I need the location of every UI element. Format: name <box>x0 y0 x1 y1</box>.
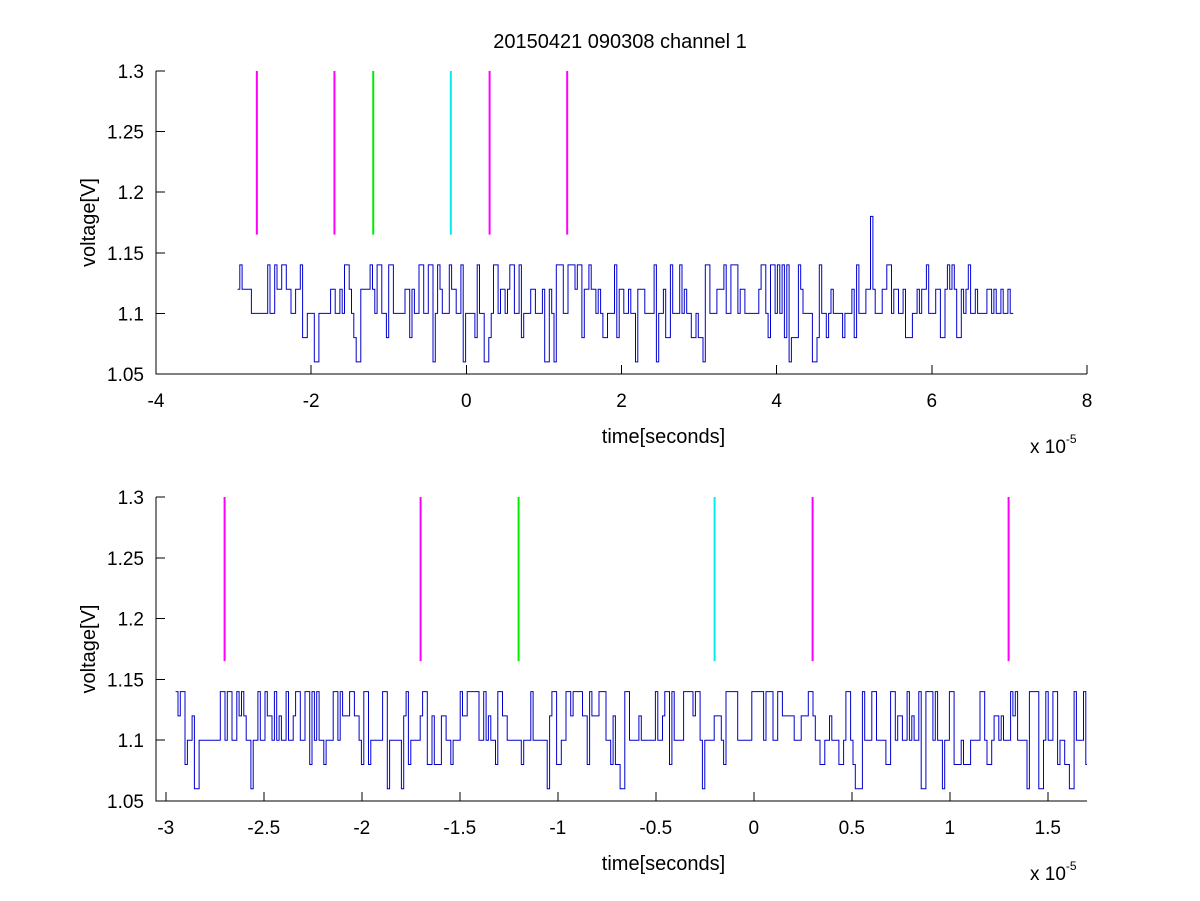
bottom-plot-xtick-label: -2.5 <box>247 818 280 839</box>
bottom-plot-xtick-label: -2 <box>353 818 370 839</box>
top-plot-axes <box>155 71 1087 375</box>
bottom-plot-signal-trace <box>175 691 1087 790</box>
top-plot-ytick-label: 1.1 <box>118 304 144 325</box>
bottom-plot-xtick-label: 1.5 <box>1035 818 1061 839</box>
bottom-plot: -3 -2.5 -2 -1.5 -1 -0.5 0 0.5 1 1.5 1.05 1.1 1.15 1.2… <box>78 488 1087 885</box>
top-plot: -4 -2 0 2 4 6 8 1.05 1.1 1.15 1.2 1.25 1.3 time[seco… <box>78 62 1092 458</box>
top-plot-xtick-label: 4 <box>771 391 782 412</box>
bottom-plot-x-exponent-base: x 10 <box>1030 864 1066 885</box>
top-plot-ytick-label: 1.3 <box>118 62 144 83</box>
bottom-plot-data <box>175 497 1087 790</box>
bottom-plot-xtick-label: 1 <box>945 818 956 839</box>
bottom-plot-ylabel: voltage[V] <box>78 605 100 694</box>
bottom-plot-ticks: -3 -2.5 -2 -1.5 -1 -0.5 0 0.5 1 1.5 1.05 1.1 1.15 1.2… <box>107 488 1061 839</box>
top-plot-ytick-label: 1.2 <box>118 183 144 204</box>
bottom-plot-xtick-label: -3 <box>157 818 174 839</box>
bottom-plot-ytick-label: 1.2 <box>118 610 144 631</box>
top-plot-x-exponent-base: x 10 <box>1030 437 1066 458</box>
top-plot-ticks: -4 -2 0 2 4 6 8 1.05 1.1 1.15 1.2 1.25 1.3 <box>107 62 1092 412</box>
top-plot-xtick-label: -4 <box>148 391 165 412</box>
top-plot-xtick-label: 8 <box>1082 391 1093 412</box>
top-plot-x-exponent: x 10-5 <box>1030 432 1077 458</box>
figure-title: 20150421 090308 channel 1 <box>493 31 747 53</box>
top-plot-ylabel: voltage[V] <box>78 178 100 267</box>
bottom-plot-xtick-label: -0.5 <box>639 818 672 839</box>
top-plot-ytick-label: 1.25 <box>107 123 144 144</box>
top-plot-x-exponent-power: -5 <box>1066 432 1077 446</box>
bottom-plot-ytick-label: 1.25 <box>107 549 144 570</box>
top-plot-xlabel: time[seconds] <box>602 426 725 448</box>
bottom-plot-axes <box>155 497 1087 802</box>
bottom-plot-x-exponent-power: -5 <box>1066 859 1077 873</box>
bottom-plot-ytick-label: 1.15 <box>107 670 144 691</box>
bottom-plot-xtick-label: -1.5 <box>443 818 476 839</box>
top-plot-xtick-label: 0 <box>461 391 472 412</box>
top-plot-signal-trace <box>237 215 1014 363</box>
top-plot-ytick-label: 1.05 <box>107 365 144 386</box>
bottom-plot-ytick-label: 1.05 <box>107 792 144 813</box>
top-plot-data <box>237 71 1014 363</box>
top-plot-xtick-label: 6 <box>927 391 938 412</box>
bottom-plot-ytick-label: 1.3 <box>118 488 144 509</box>
bottom-plot-xlabel: time[seconds] <box>602 853 725 875</box>
top-plot-xtick-label: 2 <box>616 391 627 412</box>
bottom-plot-ytick-label: 1.1 <box>118 731 144 752</box>
bottom-plot-xtick-label: -1 <box>549 818 566 839</box>
bottom-plot-xtick-label: 0 <box>749 818 760 839</box>
top-plot-xtick-label: -2 <box>303 391 320 412</box>
top-plot-ytick-label: 1.15 <box>107 244 144 265</box>
bottom-plot-x-exponent: x 10-5 <box>1030 859 1077 885</box>
bottom-plot-xtick-label: 0.5 <box>839 818 865 839</box>
